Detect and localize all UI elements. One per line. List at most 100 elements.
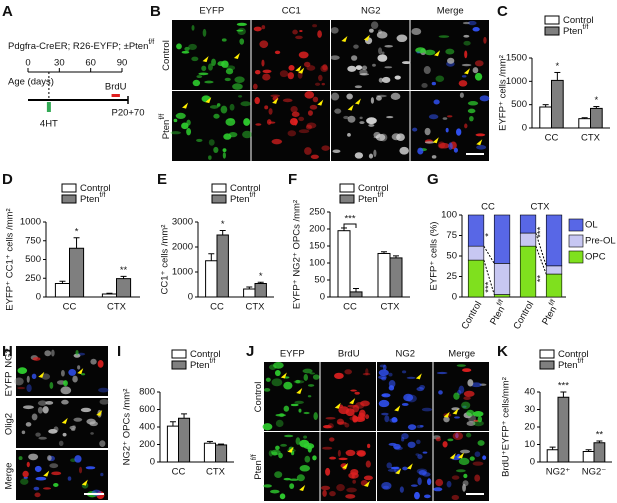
cell [305,124,312,130]
cell [34,492,41,498]
bar [254,283,267,298]
cell [72,425,76,428]
row-label-text: Control [161,40,172,71]
cell [388,372,393,377]
cell [28,453,39,461]
cell [98,387,109,393]
arrowhead [296,387,303,394]
cell [228,132,238,138]
cell [294,400,304,405]
cell [238,95,243,98]
y-tick-label: 50 [446,251,457,262]
cell [475,133,486,137]
arrowhead [298,67,305,74]
cell [462,480,469,487]
cell [254,97,260,105]
cell [232,83,243,90]
cell [86,418,96,425]
legend-label-text: Pten [563,26,583,37]
bar [593,442,606,463]
cell [352,479,356,484]
arrowhead [349,398,356,405]
cell [401,402,409,406]
cell [234,76,245,83]
significance-label: *** [344,213,355,224]
cell [375,95,382,101]
cell [85,466,96,470]
legend-label: Ptenf/f [80,192,105,205]
cell [406,376,416,379]
cell [394,75,401,80]
cell [209,105,219,109]
cell [317,30,322,38]
cell [393,443,401,450]
bar-segment [519,245,537,298]
cell [403,393,414,402]
cell [442,117,448,120]
cell [290,105,298,113]
micrograph [251,91,330,161]
cell [386,116,394,119]
cell [382,364,387,371]
legend-label-text: Control [563,15,594,26]
cell [414,491,420,500]
cell [204,80,214,84]
cell [472,420,484,427]
cell [43,487,52,490]
panel-letter: A [2,3,13,20]
cell [417,147,424,155]
x-tick-label-text: Control [459,299,484,331]
cell [431,81,436,86]
panel-letter: I [117,343,121,360]
cell [399,146,409,155]
cell [401,61,411,65]
cell [366,117,377,125]
cell [477,416,483,423]
cell [462,368,472,373]
y-axis-label: CC1⁺ cells /mm² [160,225,171,295]
panel-letter: F [288,171,297,188]
arrowhead [182,102,189,109]
cell [22,405,34,410]
cell [381,51,385,55]
cell [384,44,393,48]
cell [60,386,72,395]
cell [376,31,388,39]
arrowhead [432,137,439,144]
bar [116,278,132,298]
cell [273,361,284,369]
cell [438,390,443,395]
end-label: P20+70 [111,108,144,119]
x-tick-label: CC [210,302,224,313]
cell [345,494,356,499]
row-label-text: Control [253,382,264,413]
cell [61,399,69,405]
panel-letter: C [497,3,508,20]
cell [78,466,83,474]
cell [332,149,341,154]
cell [255,123,262,126]
cell [75,349,79,356]
cell [474,474,481,482]
tamoxifen-marker [46,102,51,112]
cell [26,384,32,393]
arrowhead [406,463,413,470]
x-tick-label: CC [63,302,77,313]
cell [34,465,42,473]
arrowhead [233,52,240,59]
cell [304,147,312,155]
legend-swatch [61,183,77,193]
bar [349,291,363,298]
cell [463,390,475,397]
bar [178,417,191,463]
cell [463,40,471,46]
cell [49,381,54,389]
bar [203,442,216,463]
bar [216,234,229,298]
arrowhead [287,446,294,453]
cell [479,95,490,102]
cell [80,407,92,413]
arrowhead [458,452,465,459]
bar-segment [493,214,511,264]
genotype-label-sup: f/f [148,39,154,46]
